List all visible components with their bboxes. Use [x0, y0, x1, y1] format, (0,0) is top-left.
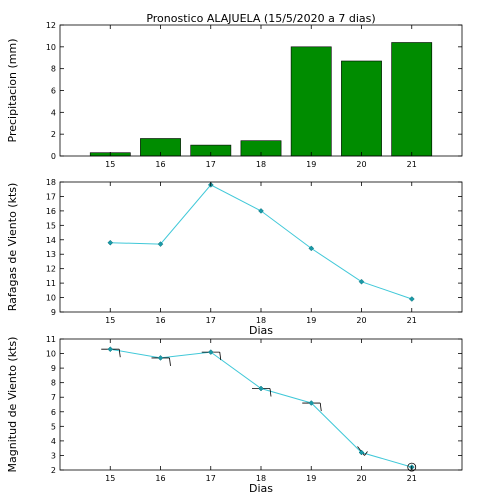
data-point-21: [408, 296, 415, 302]
y-axis-label: Rafagas de Viento (kts): [6, 183, 19, 312]
y-tick-label: 11: [46, 279, 56, 288]
x-tick-label: 19: [306, 160, 316, 169]
x-tick-label: 20: [356, 316, 366, 325]
bar-19: [290, 46, 332, 157]
series-line: [110, 184, 412, 300]
x-tick-label: 19: [306, 316, 316, 325]
bar-20: [341, 60, 382, 157]
x-tick-label: 17: [206, 160, 216, 169]
y-axis-label: Precipitacion (mm): [6, 38, 19, 142]
plot-frame: [59, 338, 463, 471]
x-axis-label: Dias: [249, 324, 273, 337]
chart-title: Pronostico ALAJUELA (15/5/2020 a 7 dias): [146, 12, 375, 25]
y-tick-label: 9: [51, 364, 56, 373]
data-point-16: [157, 241, 164, 247]
data-point-20: [358, 278, 365, 285]
y-axis-label: Magnitud de Viento (kts): [6, 337, 19, 473]
data-point-15: [107, 239, 114, 246]
y-tick-label: 14: [46, 236, 56, 245]
y-tick-label: 9: [51, 308, 56, 317]
y-tick-label: 12: [46, 265, 56, 274]
y-tick-label: 11: [46, 335, 56, 344]
x-tick-label: 17: [206, 474, 216, 483]
x-tick-label: 15: [105, 474, 115, 483]
y-tick-label: 13: [46, 250, 56, 259]
x-tick-label: 16: [155, 160, 165, 169]
data-point-19: [308, 400, 315, 406]
data-point-18: [258, 385, 264, 392]
data-point-16: [157, 355, 164, 361]
x-tick-label: 21: [407, 316, 417, 325]
y-tick-label: 0: [51, 152, 56, 161]
data-point-17: [207, 349, 214, 355]
data-point-18: [258, 208, 264, 214]
y-tick-label: 6: [51, 408, 56, 417]
y-tick-label: 10: [46, 43, 56, 52]
x-tick-label: 15: [105, 160, 115, 169]
y-tick-label: 16: [46, 207, 56, 216]
y-tick-label: 10: [46, 350, 56, 359]
data-point-15: [107, 346, 114, 353]
y-tick-label: 17: [46, 192, 56, 201]
x-tick-label: 17: [206, 316, 216, 325]
plot-frame: [59, 181, 463, 313]
data-point-19: [308, 245, 315, 252]
y-tick-label: 3: [51, 451, 56, 460]
x-tick-label: 15: [105, 316, 115, 325]
y-tick-label: 12: [46, 21, 56, 30]
y-tick-label: 10: [46, 294, 56, 303]
y-tick-label: 2: [51, 130, 56, 139]
x-tick-label: 18: [256, 316, 266, 325]
wind-barb-21: [407, 462, 417, 472]
data-point-20: [358, 449, 365, 456]
x-tick-label: 16: [155, 316, 165, 325]
x-tick-label: 18: [256, 160, 266, 169]
chart-panel-1: 0 2 4 6 8 10 12 15 16 17 18 19 20 21 Precipitacion (mm…: [6, 21, 463, 169]
y-tick-label: 4: [51, 108, 56, 117]
y-tick-label: 6: [51, 87, 56, 96]
y-tick-label: 5: [51, 422, 56, 431]
y-tick-label: 2: [51, 466, 56, 475]
y-tick-label: 8: [51, 379, 56, 388]
y-tick-label: 4: [51, 437, 56, 446]
y-tick-label: 15: [46, 221, 56, 230]
x-tick-label: 16: [155, 474, 165, 483]
series-line: [110, 348, 412, 468]
chart-panel-3: 2 3 4 5 6 7 8 9 10 11 15 16 17 18 19 20 21 Magnitud de Vi…: [6, 335, 463, 495]
x-tick-label: 18: [256, 474, 266, 483]
x-tick-label: 20: [356, 474, 366, 483]
y-tick-label: 7: [51, 393, 56, 402]
x-tick-label: 21: [407, 160, 417, 169]
y-tick-label: 8: [51, 65, 56, 74]
x-axis-label: Dias: [249, 482, 273, 495]
y-tick-label: 18: [46, 178, 56, 187]
chart-panel-2: 9 10 11 12 13 14 15 16 17 18 15 16 17 18 19 20 21 Rafagas…: [6, 178, 463, 337]
bar-21: [391, 42, 433, 157]
x-tick-label: 19: [306, 474, 316, 483]
x-tick-label: 21: [407, 474, 417, 483]
x-tick-label: 20: [356, 160, 366, 169]
